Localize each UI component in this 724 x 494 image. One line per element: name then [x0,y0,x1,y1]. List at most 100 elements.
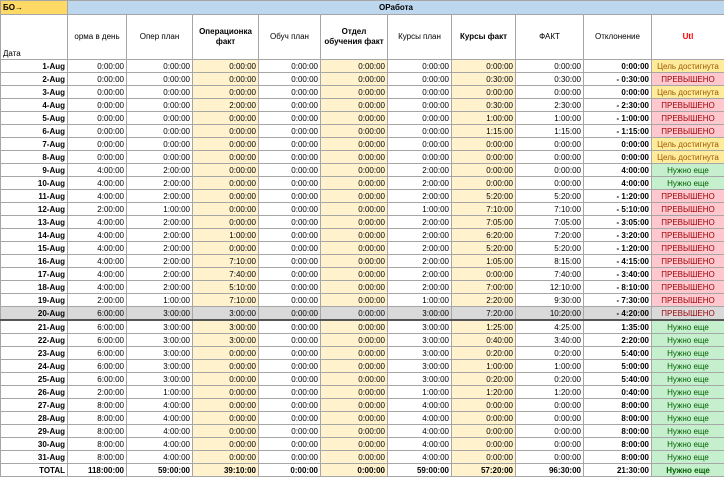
course-fact-cell[interactable]: 0:00:00 [451,398,516,412]
course-fact-cell[interactable]: 0:00:00 [451,450,516,464]
op-fact-cell[interactable]: 0:00:00 [192,189,259,203]
date-cell[interactable]: 29-Aug [0,424,68,438]
op-plan-cell[interactable]: 0:00:00 [126,59,193,73]
course-fact-cell[interactable]: 7:00:00 [451,280,516,294]
op-fact-cell[interactable]: 7:10:00 [192,254,259,268]
course-fact-cell[interactable]: 0:00:00 [451,267,516,281]
course-fact-cell[interactable]: 6:20:00 [451,228,516,242]
course-plan-cell[interactable]: 2:00:00 [387,267,452,281]
op-plan-cell[interactable]: 0:00:00 [126,150,193,164]
status-cell[interactable]: Нужно еще [651,372,724,386]
norm-cell[interactable]: 0:00:00 [67,59,127,73]
total-cell[interactable]: 21:30:00 [583,463,652,477]
date-cell[interactable]: 7-Aug [0,137,68,151]
course-fact-cell[interactable]: 1:20:00 [451,385,516,399]
norm-cell[interactable]: 4:00:00 [67,163,127,177]
status-cell[interactable]: ПРЕВЫШЕНО [651,111,724,125]
course-plan-cell[interactable]: 0:00:00 [387,111,452,125]
norm-cell[interactable]: 6:00:00 [67,319,127,334]
course-plan-cell[interactable]: 0:00:00 [387,98,452,112]
date-cell[interactable]: 1-Aug [0,59,68,73]
course-plan-cell[interactable]: 0:00:00 [387,85,452,99]
train-fact-cell[interactable]: 0:00:00 [320,372,388,386]
op-fact-cell[interactable]: 5:10:00 [192,280,259,294]
norm-cell[interactable]: 6:00:00 [67,333,127,347]
op-fact-cell[interactable]: 0:00:00 [192,202,259,216]
op-plan-cell[interactable]: 3:00:00 [126,306,193,321]
op-fact-cell[interactable]: 1:00:00 [192,228,259,242]
train-plan-cell[interactable]: 0:00:00 [258,306,321,321]
norm-cell[interactable]: 4:00:00 [67,176,127,190]
date-cell[interactable]: 13-Aug [0,215,68,229]
fact-cell[interactable]: 1:00:00 [515,111,584,125]
date-cell[interactable]: 21-Aug [0,319,68,334]
deviation-cell[interactable]: 0:00:00 [583,150,652,164]
op-plan-cell[interactable]: 2:00:00 [126,228,193,242]
op-fact-cell[interactable]: 0:00:00 [192,398,259,412]
date-cell[interactable]: 19-Aug [0,293,68,307]
train-plan-cell[interactable]: 0:00:00 [258,176,321,190]
status-cell[interactable]: ПРЕВЫШЕНО [651,280,724,294]
op-plan-cell[interactable]: 0:00:00 [126,111,193,125]
deviation-cell[interactable]: 4:00:00 [583,163,652,177]
status-cell[interactable]: ПРЕВЫШЕНО [651,124,724,138]
status-cell[interactable]: ПРЕВЫШЕНО [651,267,724,281]
course-plan-cell[interactable]: 2:00:00 [387,176,452,190]
op-fact-cell[interactable]: 3:00:00 [192,319,259,334]
op-fact-cell[interactable]: 0:00:00 [192,124,259,138]
fact-cell[interactable]: 0:20:00 [515,372,584,386]
train-fact-cell[interactable]: 0:00:00 [320,202,388,216]
section-band-cell[interactable]: ОРабота [67,0,724,15]
train-fact-cell[interactable]: 0:00:00 [320,98,388,112]
train-plan-cell[interactable]: 0:00:00 [258,280,321,294]
train-plan-cell[interactable]: 0:00:00 [258,411,321,425]
fact-cell[interactable]: 3:40:00 [515,333,584,347]
deviation-cell[interactable]: - 5:10:00 [583,202,652,216]
course-plan-cell[interactable]: 2:00:00 [387,280,452,294]
date-cell[interactable]: 25-Aug [0,372,68,386]
status-cell[interactable]: Нужно еще [651,411,724,425]
train-plan-cell[interactable]: 0:00:00 [258,150,321,164]
course-plan-cell[interactable]: 3:00:00 [387,319,452,334]
status-cell[interactable]: Нужно еще [651,346,724,360]
fact-cell[interactable]: 0:00:00 [515,85,584,99]
course-fact-cell[interactable]: 0:00:00 [451,85,516,99]
deviation-cell[interactable]: - 4:20:00 [583,306,652,321]
deviation-cell[interactable]: 8:00:00 [583,437,652,451]
deviation-cell[interactable]: 1:35:00 [583,319,652,334]
date-cell[interactable]: 23-Aug [0,346,68,360]
train-fact-cell[interactable]: 0:00:00 [320,398,388,412]
fact-cell[interactable]: 9:30:00 [515,293,584,307]
date-cell[interactable]: 15-Aug [0,241,68,255]
fact-cell[interactable]: 7:05:00 [515,215,584,229]
header-cell-fact[interactable]: ФАКТ [515,14,584,60]
op-fact-cell[interactable]: 0:00:00 [192,359,259,373]
train-fact-cell[interactable]: 0:00:00 [320,267,388,281]
op-plan-cell[interactable]: 4:00:00 [126,398,193,412]
course-fact-cell[interactable]: 0:00:00 [451,163,516,177]
norm-cell[interactable]: 4:00:00 [67,254,127,268]
train-plan-cell[interactable]: 0:00:00 [258,254,321,268]
op-fact-cell[interactable]: 0:00:00 [192,385,259,399]
train-plan-cell[interactable]: 0:00:00 [258,333,321,347]
train-fact-cell[interactable]: 0:00:00 [320,85,388,99]
op-plan-cell[interactable]: 3:00:00 [126,372,193,386]
date-cell[interactable]: 8-Aug [0,150,68,164]
date-cell[interactable]: 2-Aug [0,72,68,86]
course-fact-cell[interactable]: 5:20:00 [451,241,516,255]
course-plan-cell[interactable]: 1:00:00 [387,385,452,399]
status-cell[interactable]: ПРЕВЫШЕНО [651,241,724,255]
course-fact-cell[interactable]: 1:00:00 [451,359,516,373]
deviation-cell[interactable]: 0:40:00 [583,385,652,399]
train-plan-cell[interactable]: 0:00:00 [258,241,321,255]
fact-cell[interactable]: 7:20:00 [515,228,584,242]
course-fact-cell[interactable]: 0:00:00 [451,424,516,438]
op-fact-cell[interactable]: 0:00:00 [192,450,259,464]
train-fact-cell[interactable]: 0:00:00 [320,163,388,177]
norm-cell[interactable]: 0:00:00 [67,98,127,112]
train-plan-cell[interactable]: 0:00:00 [258,85,321,99]
course-plan-cell[interactable]: 3:00:00 [387,306,452,321]
deviation-cell[interactable]: 8:00:00 [583,450,652,464]
op-fact-cell[interactable]: 0:00:00 [192,59,259,73]
fact-cell[interactable]: 0:00:00 [515,437,584,451]
